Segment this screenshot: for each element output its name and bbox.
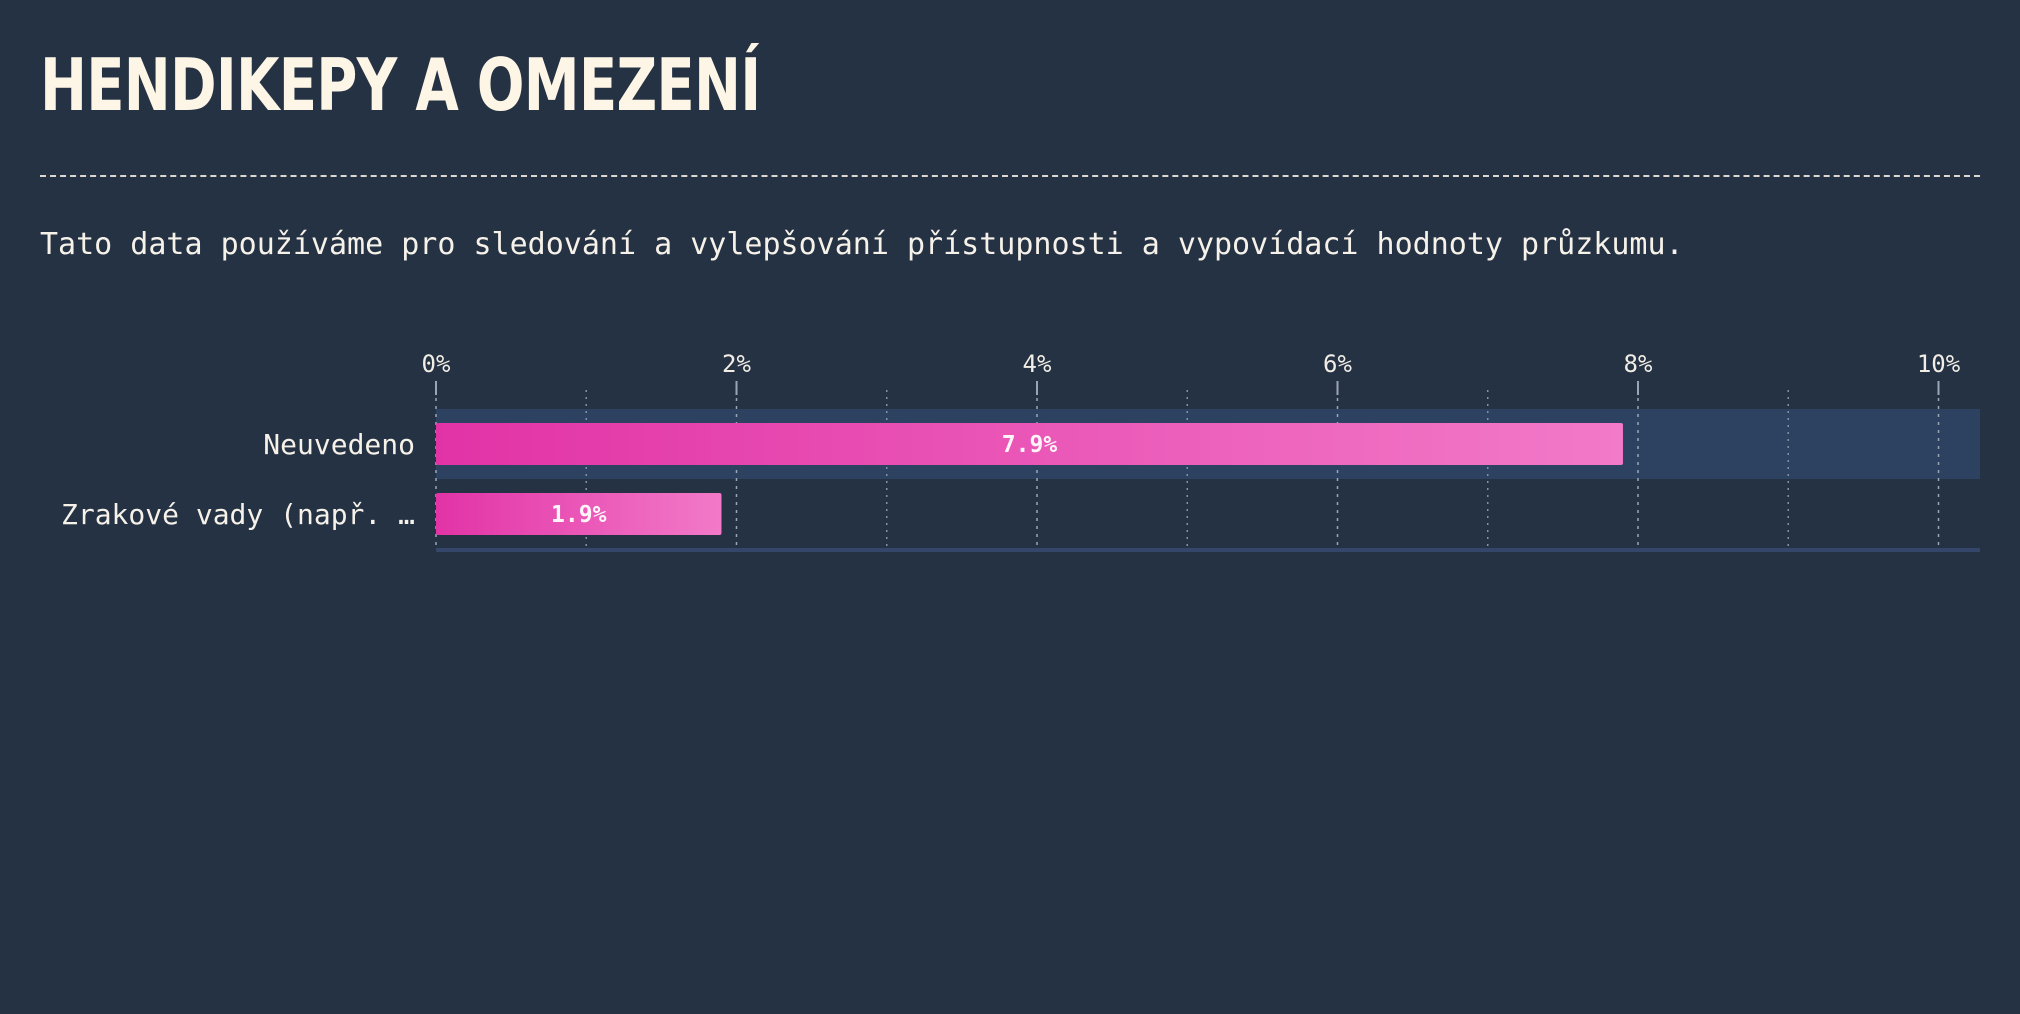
bar-value-label: 1.9% [551,502,607,528]
category-label: Neuvedeno [263,428,415,461]
page-title: HENDIKEPY A OMEZENÍ [40,43,761,127]
bar [436,423,1623,465]
page-subtitle: Tato data používáme pro sledování a vyle… [40,227,1684,262]
x-tick-label: 10% [1917,350,1961,378]
x-tick-label: 6% [1323,350,1352,378]
x-tick-label: 4% [1023,350,1052,378]
category-label: Zrakové vady (např. … [61,498,415,531]
x-tick-label: 8% [1624,350,1653,378]
x-tick-label: 0% [422,350,451,378]
bar [436,493,722,535]
bar-value-label: 7.9% [1002,432,1058,458]
x-tick-label: 2% [722,350,751,378]
dashed-divider [40,175,1980,177]
